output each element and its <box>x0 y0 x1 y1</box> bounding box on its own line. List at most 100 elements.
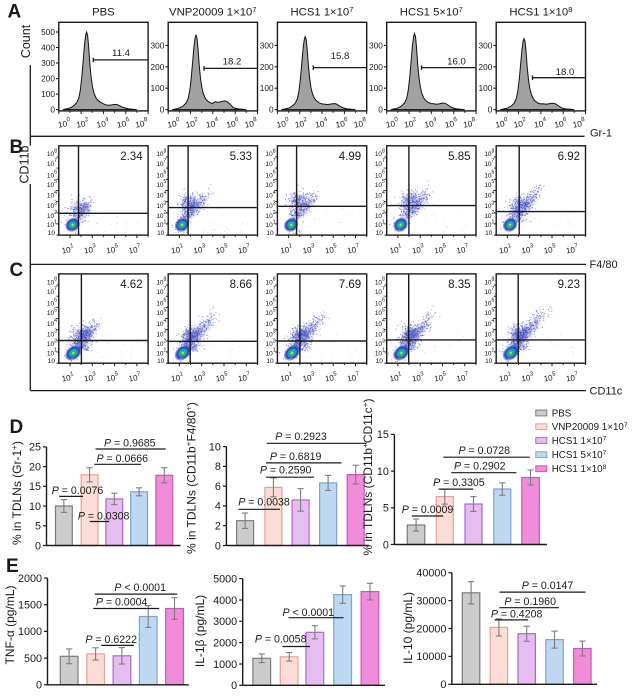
svg-text:PBS: PBS <box>92 7 115 19</box>
svg-text:P = 0.0004: P = 0.0004 <box>96 597 148 609</box>
svg-text:106​: 106​ <box>375 169 385 179</box>
svg-text:C: C <box>10 260 24 281</box>
svg-text:15: 15 <box>377 429 389 441</box>
svg-text:105​: 105​ <box>47 307 57 317</box>
svg-text:10: 10 <box>48 230 56 237</box>
svg-text:4.99: 4.99 <box>339 151 361 163</box>
svg-text:103​: 103​ <box>266 200 276 210</box>
svg-text:101​: 101​ <box>156 219 166 229</box>
svg-text:PBS: PBS <box>552 408 572 419</box>
svg-text:108​: 108​ <box>47 276 57 286</box>
svg-text:108​: 108​ <box>47 148 57 158</box>
svg-text:100: 100 <box>369 83 383 93</box>
svg-text:105​: 105​ <box>156 307 166 317</box>
svg-text:10: 10 <box>266 358 274 365</box>
svg-text:106​: 106​ <box>334 116 349 130</box>
svg-text:4000: 4000 <box>213 595 237 607</box>
svg-text:102​: 102​ <box>47 210 57 220</box>
svg-text:400: 400 <box>41 43 55 53</box>
svg-text:102​: 102​ <box>484 338 494 348</box>
svg-text:10: 10 <box>48 358 56 365</box>
svg-text:0: 0 <box>215 540 221 552</box>
svg-text:104​: 104​ <box>156 318 166 328</box>
svg-text:105​: 105​ <box>484 307 494 317</box>
svg-text:HCS1 5×107​: HCS1 5×107​ <box>400 5 463 19</box>
svg-text:P = 0.2923: P = 0.2923 <box>275 431 327 443</box>
svg-text:107​: 107​ <box>484 286 494 296</box>
svg-text:15: 15 <box>29 481 41 493</box>
svg-text:104​: 104​ <box>375 318 385 328</box>
svg-text:5.33: 5.33 <box>230 151 252 163</box>
svg-text:25: 25 <box>29 442 41 454</box>
svg-text:5000: 5000 <box>213 573 237 585</box>
svg-text:101​: 101​ <box>266 347 276 357</box>
svg-text:10: 10 <box>209 441 221 453</box>
svg-text:103​: 103​ <box>266 328 276 338</box>
svg-text:18.2: 18.2 <box>223 57 242 68</box>
svg-text:VNP20009 1×107​: VNP20009 1×107​ <box>552 422 628 433</box>
svg-text:104​: 104​ <box>484 318 494 328</box>
svg-text:106​: 106​ <box>266 169 276 179</box>
svg-text:101​: 101​ <box>47 347 57 357</box>
svg-text:40000: 40000 <box>416 568 446 580</box>
svg-text:103​: 103​ <box>484 328 494 338</box>
svg-text:500: 500 <box>24 653 42 665</box>
svg-text:30000: 30000 <box>416 595 446 607</box>
svg-text:CD11c: CD11c <box>590 386 623 398</box>
svg-text:102​: 102​ <box>156 338 166 348</box>
svg-text:107​: 107​ <box>156 286 166 296</box>
svg-text:B: B <box>10 137 24 158</box>
svg-text:0: 0 <box>50 105 55 115</box>
svg-text:200: 200 <box>151 62 165 72</box>
svg-text:101​: 101​ <box>484 219 494 229</box>
svg-text:16.0: 16.0 <box>447 57 466 68</box>
svg-text:0: 0 <box>160 105 165 115</box>
svg-text:108​: 108​ <box>375 148 385 158</box>
svg-text:108​: 108​ <box>266 276 276 286</box>
svg-text:8: 8 <box>215 461 221 473</box>
svg-text:4.62: 4.62 <box>120 279 142 291</box>
svg-text:200: 200 <box>479 62 493 72</box>
svg-text:P = 0.1960: P = 0.1960 <box>504 596 556 608</box>
svg-text:% in TDLNs (CD11b+​CD11c+​): % in TDLNs (CD11b+​CD11c+​) <box>361 399 375 556</box>
svg-text:101​: 101​ <box>47 219 57 229</box>
svg-text:103​: 103​ <box>375 200 385 210</box>
svg-text:108​: 108​ <box>484 148 494 158</box>
svg-text:10: 10 <box>377 466 389 478</box>
svg-text:P = 0.0009: P = 0.0009 <box>402 504 454 516</box>
svg-text:106​: 106​ <box>484 298 494 308</box>
svg-text:105​: 105​ <box>266 307 276 317</box>
svg-text:107​: 107​ <box>375 286 385 296</box>
svg-text:104​: 104​ <box>47 190 57 200</box>
svg-text:101​: 101​ <box>484 347 494 357</box>
svg-text:2.34: 2.34 <box>120 151 143 163</box>
svg-text:105​: 105​ <box>47 179 57 189</box>
svg-text:104​: 104​ <box>266 318 276 328</box>
svg-text:102​: 102​ <box>156 210 166 220</box>
svg-text:1000: 1000 <box>18 626 42 638</box>
svg-text:P = 0.4208: P = 0.4208 <box>491 608 543 620</box>
svg-text:10: 10 <box>157 358 165 365</box>
svg-text:0: 0 <box>440 679 446 691</box>
svg-text:102​: 102​ <box>47 338 57 348</box>
svg-text:P < 0.0001: P < 0.0001 <box>114 582 166 594</box>
svg-text:100: 100 <box>41 89 55 99</box>
svg-text:P = 0.0666: P = 0.0666 <box>97 453 149 465</box>
svg-text:107​: 107​ <box>156 158 166 168</box>
svg-text:108​: 108​ <box>134 116 149 130</box>
svg-text:101​: 101​ <box>266 219 276 229</box>
svg-text:106​: 106​ <box>47 298 57 308</box>
svg-text:106​: 106​ <box>156 169 166 179</box>
svg-text:2000: 2000 <box>213 637 237 649</box>
svg-text:103​: 103​ <box>375 328 385 338</box>
svg-text:105​: 105​ <box>484 179 494 189</box>
svg-text:20: 20 <box>29 461 41 473</box>
svg-text:VNP20009 1×107​: VNP20009 1×107​ <box>169 5 257 19</box>
svg-text:108​: 108​ <box>156 276 166 286</box>
svg-text:HCS1 1×108​: HCS1 1×108​ <box>509 5 572 19</box>
svg-text:0: 0 <box>269 105 274 115</box>
svg-text:10: 10 <box>376 230 384 237</box>
svg-text:20000: 20000 <box>416 623 446 635</box>
svg-text:P = 0.0058: P = 0.0058 <box>255 634 307 646</box>
svg-text:108​: 108​ <box>156 148 166 158</box>
